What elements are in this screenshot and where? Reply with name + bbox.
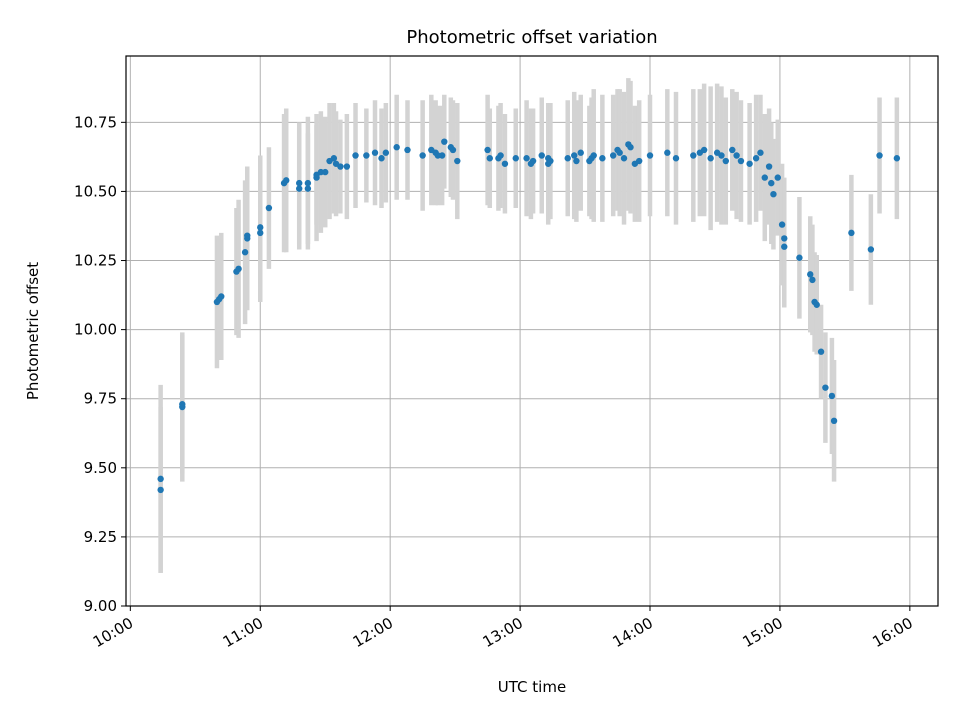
data-point: [737, 157, 745, 165]
data-point: [577, 149, 584, 156]
data-point: [265, 204, 273, 212]
data-point: [590, 152, 597, 159]
y-tick-label: 9.75: [84, 390, 117, 408]
data-point: [438, 152, 446, 159]
y-tick-label: 10.25: [74, 252, 117, 270]
data-point: [830, 417, 838, 425]
data-point: [337, 163, 344, 170]
data-point: [768, 179, 775, 187]
data-point: [283, 177, 290, 184]
chart-title: Photometric offset variation: [406, 27, 657, 48]
data-point: [781, 235, 788, 242]
data-point: [809, 276, 816, 284]
data-point: [876, 152, 883, 159]
data-point: [722, 157, 729, 165]
data-point: [774, 174, 781, 181]
y-tick-label: 10.00: [74, 321, 117, 339]
data-point: [419, 152, 426, 159]
data-point: [599, 155, 606, 162]
data-point: [404, 146, 411, 154]
data-point: [454, 157, 461, 165]
data-point: [729, 146, 736, 154]
data-point: [707, 155, 714, 162]
data-point: [179, 401, 186, 408]
data-point: [746, 160, 753, 167]
data-point: [501, 160, 509, 167]
data-point: [529, 157, 537, 165]
point-layer: [157, 138, 901, 494]
data-point: [363, 152, 370, 159]
data-point: [664, 149, 671, 156]
data-point: [497, 152, 504, 159]
data-point: [257, 229, 264, 237]
data-point: [616, 149, 623, 156]
data-point: [564, 155, 571, 162]
y-tick-label: 9.00: [84, 597, 117, 615]
data-point: [718, 152, 725, 159]
data-point: [822, 384, 829, 391]
data-point: [157, 486, 164, 494]
data-point: [547, 157, 554, 165]
y-tick-label: 10.75: [74, 113, 117, 131]
data-point: [893, 155, 901, 162]
x-axis-label: UTC time: [498, 678, 566, 696]
data-point: [330, 155, 338, 162]
data-point: [241, 249, 249, 256]
data-point: [257, 224, 264, 231]
data-point: [765, 163, 773, 170]
data-point: [296, 185, 303, 192]
data-point: [813, 301, 820, 308]
data-point: [538, 152, 545, 159]
data-point: [512, 155, 519, 162]
data-point: [378, 155, 385, 162]
data-point: [441, 138, 448, 145]
data-point: [700, 146, 708, 154]
data-point: [672, 155, 680, 162]
data-point: [393, 144, 400, 151]
data-point: [761, 174, 768, 181]
data-point: [484, 146, 491, 154]
data-point: [352, 152, 359, 159]
data-point: [757, 149, 764, 156]
data-point: [571, 152, 578, 159]
data-point: [817, 348, 825, 355]
data-point: [573, 157, 580, 165]
data-point: [635, 157, 643, 165]
data-point: [752, 155, 760, 162]
data-point: [867, 246, 875, 253]
data-point: [733, 152, 740, 159]
y-tick-label: 9.25: [84, 528, 117, 546]
data-point: [778, 221, 786, 228]
data-point: [627, 144, 634, 151]
plot-frame: [125, 55, 939, 607]
data-point: [371, 149, 379, 156]
data-point: [304, 179, 312, 187]
data-point: [157, 475, 164, 483]
data-point: [218, 293, 225, 300]
data-point: [322, 168, 329, 176]
data-point: [796, 254, 803, 261]
data-point: [828, 392, 836, 400]
data-point: [449, 146, 457, 154]
y-axis-label: Photometric offset: [24, 262, 42, 400]
data-point: [781, 243, 788, 250]
data-point: [343, 163, 351, 170]
y-tick-label: 10.50: [74, 182, 117, 200]
data-point: [244, 232, 251, 239]
data-point: [296, 179, 303, 187]
data-point: [848, 229, 855, 237]
data-point: [610, 152, 617, 159]
data-point: [770, 190, 777, 198]
data-point: [646, 152, 654, 159]
data-point: [486, 155, 493, 162]
data-point: [690, 152, 697, 159]
data-point: [304, 185, 312, 192]
data-point: [807, 271, 814, 278]
y-tick-label: 9.50: [84, 459, 117, 477]
data-point: [620, 155, 628, 162]
data-point: [523, 155, 530, 162]
data-point: [382, 149, 390, 156]
data-point: [235, 265, 242, 273]
